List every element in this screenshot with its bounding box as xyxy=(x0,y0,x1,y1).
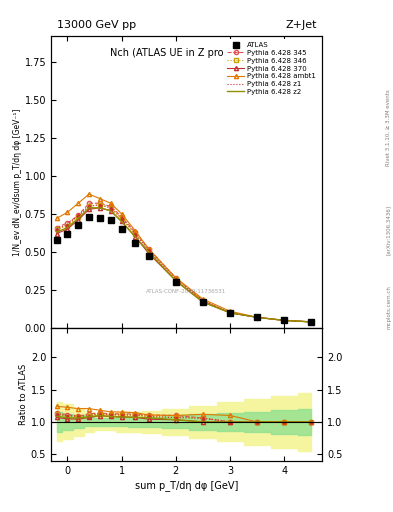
Text: Nch (ATLAS UE in Z production): Nch (ATLAS UE in Z production) xyxy=(110,48,264,57)
Text: ATLAS-CONF-2019-11736531: ATLAS-CONF-2019-11736531 xyxy=(146,289,226,294)
X-axis label: sum p_T/dη dφ [GeV]: sum p_T/dη dφ [GeV] xyxy=(135,480,239,490)
Y-axis label: 1/N_ev dN_ev/dsum p_T/dη dφ [GeV⁻¹]: 1/N_ev dN_ev/dsum p_T/dη dφ [GeV⁻¹] xyxy=(13,108,22,255)
Legend: ATLAS, Pythia 6.428 345, Pythia 6.428 346, Pythia 6.428 370, Pythia 6.428 ambt1,: ATLAS, Pythia 6.428 345, Pythia 6.428 34… xyxy=(224,39,319,98)
Text: Rivet 3.1.10, ≥ 3.3M events: Rivet 3.1.10, ≥ 3.3M events xyxy=(386,90,391,166)
Text: mcplots.cern.ch: mcplots.cern.ch xyxy=(386,285,391,329)
Text: 13000 GeV pp: 13000 GeV pp xyxy=(57,20,136,30)
Text: [arXiv:1306.3436]: [arXiv:1306.3436] xyxy=(386,205,391,255)
Text: Z+Jet: Z+Jet xyxy=(285,20,317,30)
Y-axis label: Ratio to ATLAS: Ratio to ATLAS xyxy=(19,364,28,425)
